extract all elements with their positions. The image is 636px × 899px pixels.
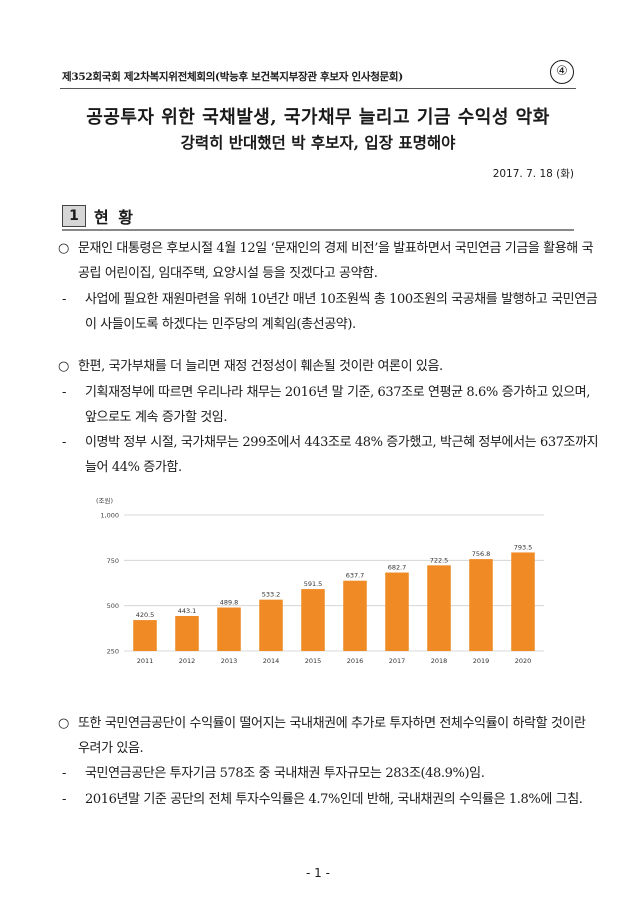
x-tick-label: 2019 [473,657,490,665]
session-title: 제352회국회 제2차복지위전체회의(박능후 보건복지부장관 후보자 인사청문회… [62,71,403,83]
bar-2016 [343,580,367,651]
x-tick-label: 2012 [179,657,196,665]
x-tick-label: 2011 [137,657,154,665]
bar-value-label: 591.5 [304,580,323,588]
headline: 공공투자 위한 국채발생, 국가채무 늘리고 기금 수익성 악화 [86,107,550,128]
x-tick-label: 2020 [515,657,532,665]
paragraph-text: 2016년말 기준 공단의 전체 투자수익률은 4.7%인데 반해, 국내채권의… [85,792,583,807]
bar-2012 [175,615,199,651]
paragraph-pledge: ○ 문재인 대통령은 후보시절 4월 12일 ‘문재인의 경제 비전’을 발표하면… [58,236,598,286]
bar-2011 [133,620,157,651]
paragraph-text: 이명박 정부 시절, 국가채무는 299조에서 443조로 48% 증가했고, … [85,435,599,475]
y-unit-label: (조원) [96,496,113,505]
bar-2018 [427,565,451,651]
paragraph-debt-stats: - 기획재정부에 따르면 우리나라 채무는 2016년 말 기준, 637조로 연… [62,380,605,430]
paragraph-text: 문재인 대통령은 후보시절 4월 12일 ‘문재인의 경제 비전’을 발표하면서… [78,241,594,281]
paragraph-financing: - 사업에 필요한 재원마련을 위해 10년간 매년 10조원씩 총 100조원의… [62,287,605,337]
bar-value-label: 793.5 [514,543,533,551]
paragraph-debt-history: - 이명박 정부 시절, 국가채무는 299조에서 443조로 48% 증가했고,… [62,430,605,480]
x-tick-label: 2016 [347,657,364,665]
bar-value-label: 637.7 [346,572,365,580]
bullet-dash: - [62,292,66,307]
page-number-badge: ④ [550,60,574,84]
paragraph-fiscal-concern: ○ 한편, 국가부채를 더 늘리면 재정 건정성이 훼손될 것이란 여론이 있음. [58,354,598,379]
document-date: 2017. 7. 18 (화) [492,168,574,180]
x-tick-label: 2015 [305,657,322,665]
section-divider [62,229,574,231]
paragraph-text: 또한 국민연금공단이 수익률이 떨어지는 국내채권에 추가로 투자하면 전체수익… [78,716,586,756]
x-tick-label: 2018 [431,657,448,665]
bar-value-label: 443.1 [178,607,197,615]
x-tick-label: 2014 [263,657,280,665]
y-tick-label: 250 [107,648,119,656]
paragraph-bond-size: - 국민연금공단은 투자기금 578조 중 국내채권 투자규모는 283조(48.… [62,761,605,786]
bar-value-label: 420.5 [136,611,155,619]
bar-2017 [385,572,409,651]
bullet-dash: - [62,792,66,807]
header-divider [60,88,576,89]
x-tick-label: 2013 [221,657,238,665]
bullet-circle: ○ [58,241,69,256]
bullet-circle: ○ [58,359,69,374]
y-tick-label: 1,000 [100,512,119,520]
bar-value-label: 756.8 [472,550,491,558]
bar-value-label: 682.7 [388,564,407,572]
x-tick-label: 2017 [389,657,406,665]
section-number: 1 [62,205,86,227]
paragraph-text: 사업에 필요한 재원마련을 위해 10년간 매년 10조원씩 총 100조원의 … [85,292,598,332]
bar-2015 [301,589,325,651]
page-footer-number: - 1 - [306,866,330,880]
paragraph-text: 한편, 국가부채를 더 늘리면 재정 건정성이 훼손될 것이란 여론이 있음. [78,359,443,374]
section-title: 현 황 [94,208,136,227]
bullet-dash: - [62,385,66,400]
paragraph-bond-return: - 2016년말 기준 공단의 전체 투자수익률은 4.7%인데 반해, 국내채권… [62,787,605,812]
paragraph-return-concern: ○ 또한 국민연금공단이 수익률이 떨어지는 국내채권에 추가로 투자하면 전체수… [58,711,598,761]
bullet-dash: - [62,766,66,781]
bullet-circle: ○ [58,716,69,731]
y-tick-label: 750 [107,557,119,565]
bar-value-label: 533.2 [262,591,281,599]
section-header: 1 현 황 [62,203,135,229]
y-tick-label: 500 [107,602,119,610]
paragraph-text: 국민연금공단은 투자기금 578조 중 국내채권 투자규모는 283조(48.9… [85,766,485,781]
bullet-dash: - [62,435,66,450]
bar-2019 [469,559,493,651]
bar-2014 [259,599,283,651]
bar-2020 [511,552,535,651]
subheadline: 강력히 반대했던 박 후보자, 입장 표명해야 [180,133,456,152]
bar-value-label: 489.8 [220,599,239,607]
paragraph-text: 기획재정부에 따르면 우리나라 채무는 2016년 말 기준, 637조로 연평… [85,385,590,425]
national-debt-chart: (조원) 250 500 750 1,000 420.5 2011 443.1 2012 489.… [96,496,544,665]
bar-2013 [217,607,241,651]
bar-value-label: 722.5 [430,556,449,564]
